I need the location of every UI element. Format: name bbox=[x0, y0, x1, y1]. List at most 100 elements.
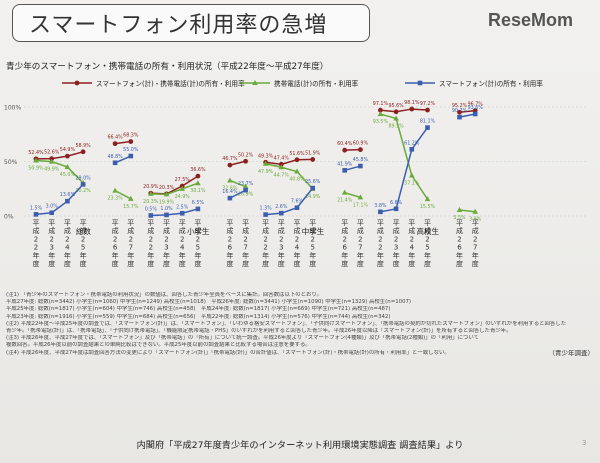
x-tick-label: 成 bbox=[262, 226, 269, 235]
data-point-total bbox=[112, 141, 118, 147]
y-tick-label: 100% bbox=[4, 105, 21, 112]
x-tick-label: 年 bbox=[262, 251, 269, 260]
data-point-total bbox=[80, 149, 86, 155]
data-label-total: 49.3% bbox=[258, 153, 274, 159]
data-label-smart: 93.6% bbox=[468, 105, 484, 111]
footnote-line: (注4) 平成26年度、平成27年度は調査回答方法の変更により「スマートフォン(… bbox=[6, 349, 594, 357]
x-tick-label: 度 bbox=[163, 259, 170, 268]
resemom-logo: ReseMom bbox=[488, 10, 574, 30]
data-point-keitai bbox=[64, 163, 71, 169]
data-label-smart: 2.6% bbox=[275, 204, 288, 210]
data-point-keitai bbox=[242, 183, 249, 189]
x-tick-label: 度 bbox=[472, 259, 479, 268]
data-point-smart bbox=[279, 210, 284, 216]
x-tick-label: 平 bbox=[112, 219, 119, 227]
x-tick-label: 4 bbox=[410, 244, 415, 252]
x-tick-label: 年 bbox=[309, 251, 316, 260]
x-tick-label: 度 bbox=[262, 259, 269, 268]
data-label-keitai: 30.1% bbox=[190, 188, 206, 194]
series-line-smart bbox=[380, 127, 429, 213]
x-tick-label: 成 bbox=[309, 226, 316, 235]
series-line-smart bbox=[114, 155, 132, 164]
x-tick-label: 年 bbox=[278, 251, 285, 260]
footnote-line: 平成27年度: 総数(n=3442) 小学生(n=1060) 中学生(n=124… bbox=[6, 299, 412, 306]
data-point-smart bbox=[358, 163, 363, 169]
data-point-smart bbox=[243, 187, 248, 193]
x-tick-label: 度 bbox=[242, 259, 249, 268]
data-label-total: 47.4% bbox=[274, 155, 290, 161]
x-tick-label: 年 bbox=[357, 251, 364, 260]
data-point-keitai bbox=[341, 189, 348, 195]
data-label-total: 97.1% bbox=[373, 101, 389, 107]
x-tick-label: 成 bbox=[226, 226, 233, 235]
data-point-total bbox=[195, 173, 201, 179]
data-label-keitai: 49.9% bbox=[44, 167, 60, 173]
x-tick-label: 平 bbox=[194, 219, 201, 227]
x-tick-label: 成 bbox=[393, 226, 400, 235]
x-tick-label: 4 bbox=[65, 244, 70, 252]
x-tick-label: 年 bbox=[48, 251, 55, 260]
data-point-smart bbox=[164, 212, 169, 218]
x-tick-label: 成 bbox=[112, 226, 119, 235]
data-label-total: 95.6% bbox=[388, 103, 404, 109]
x-tick-label: 6 bbox=[342, 244, 347, 252]
data-label-smart: 29.0% bbox=[75, 175, 91, 181]
footnotes: (注1) 「青少年のスマートフォン・携帯電話の利用状況」の数値は、回答した青少年… bbox=[6, 292, 594, 357]
data-point-smart bbox=[227, 195, 233, 201]
data-label-total: 20.3% bbox=[159, 185, 175, 191]
x-tick-label: 年 bbox=[377, 251, 384, 260]
data-point-total bbox=[243, 158, 249, 164]
x-tick-label: 平 bbox=[341, 219, 348, 227]
data-label-keitai: 40.8% bbox=[289, 177, 305, 183]
data-point-keitai bbox=[227, 177, 233, 183]
x-tick-label: 成 bbox=[64, 226, 71, 235]
x-tick-label: 3 bbox=[164, 244, 168, 252]
x-tick-label: 7 bbox=[243, 244, 247, 252]
data-label-smart: 25.6% bbox=[305, 179, 321, 185]
data-label-smart: 13.6% bbox=[60, 192, 76, 198]
x-tick-label: 6 bbox=[457, 244, 462, 252]
data-label-total: 51.6% bbox=[289, 151, 305, 157]
data-point-smart bbox=[457, 114, 462, 120]
data-label-keitai: 15.5% bbox=[420, 204, 436, 210]
data-label-smart: 16.4% bbox=[222, 189, 238, 195]
series-line-smart bbox=[265, 187, 314, 216]
data-label-keitai: 5.5% bbox=[453, 215, 466, 221]
x-tick-label: 度 bbox=[48, 259, 55, 268]
series-line-keitai bbox=[35, 159, 84, 184]
data-point-total bbox=[310, 157, 316, 162]
x-tick-label: 度 bbox=[112, 259, 119, 268]
series-line-keitai bbox=[150, 182, 199, 196]
data-point-total bbox=[457, 109, 462, 115]
data-label-keitai: 89.5% bbox=[388, 123, 404, 129]
x-tick-label: 2 bbox=[378, 244, 382, 252]
data-point-keitai bbox=[262, 160, 269, 166]
group-label: 高校生 bbox=[417, 226, 440, 236]
x-tick-label: 成 bbox=[127, 226, 134, 235]
data-point-keitai bbox=[294, 168, 300, 174]
series-line-smart bbox=[35, 183, 84, 216]
x-tick-label: 6 bbox=[113, 244, 118, 252]
x-tick-label: 2 bbox=[410, 235, 414, 243]
data-point-smart bbox=[263, 212, 268, 217]
x-tick-label: 年 bbox=[194, 251, 201, 260]
data-label-total: 36.6% bbox=[190, 167, 206, 173]
group-label: 小学生 bbox=[187, 226, 210, 236]
x-tick-label: 年 bbox=[226, 251, 233, 260]
data-point-keitai bbox=[377, 111, 384, 117]
data-point-keitai bbox=[195, 180, 201, 186]
data-point-keitai bbox=[128, 195, 134, 201]
data-point-total bbox=[358, 147, 363, 153]
data-label-smart: 48.8% bbox=[107, 154, 123, 160]
x-tick-label: 平 bbox=[472, 219, 479, 227]
data-label-keitai: 93.5% bbox=[373, 119, 389, 125]
x-tick-label: 成 bbox=[341, 226, 348, 235]
x-tick-label: 平 bbox=[424, 219, 431, 227]
x-tick-label: 年 bbox=[80, 251, 87, 260]
series-line-keitai bbox=[380, 113, 429, 200]
footnote-line: 青少年。「携帯電話(計)」は、「携帯電話」、「子供向け携帯電話」、「機能限定携帯… bbox=[6, 328, 512, 335]
x-tick-label: 平 bbox=[48, 219, 55, 227]
series-line-keitai bbox=[114, 189, 132, 200]
data-label-smart: 1.0% bbox=[160, 206, 173, 212]
title-box: スマートフォン利用率の急増 bbox=[12, 4, 370, 42]
